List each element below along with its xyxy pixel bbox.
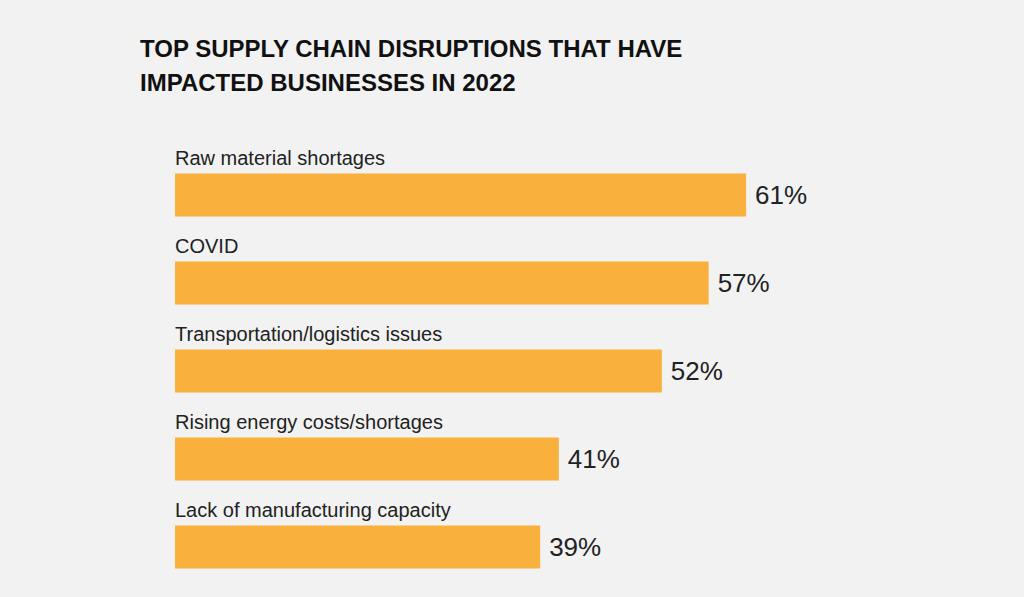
- svg-text:Rising energy costs/shortages: Rising energy costs/shortages: [175, 411, 443, 433]
- svg-text:Raw material shortages: Raw material shortages: [175, 147, 385, 169]
- svg-text:Lack of manufacturing capacity: Lack of manufacturing capacity: [175, 499, 451, 521]
- svg-text:52%: 52%: [671, 356, 723, 386]
- svg-text:39%: 39%: [549, 532, 601, 562]
- svg-text:61%: 61%: [755, 180, 807, 210]
- svg-text:IMPACTED BUSINESSES IN 2022: IMPACTED BUSINESSES IN 2022: [140, 69, 516, 96]
- svg-text:57%: 57%: [718, 268, 770, 298]
- svg-text:TOP SUPPLY CHAIN DISRUPTIONS T: TOP SUPPLY CHAIN DISRUPTIONS THAT HAVE: [140, 35, 689, 62]
- svg-text:41%: 41%: [568, 444, 620, 474]
- svg-text:Transportation/logistics issue: Transportation/logistics issues: [175, 323, 442, 345]
- svg-text:COVID: COVID: [175, 235, 238, 257]
